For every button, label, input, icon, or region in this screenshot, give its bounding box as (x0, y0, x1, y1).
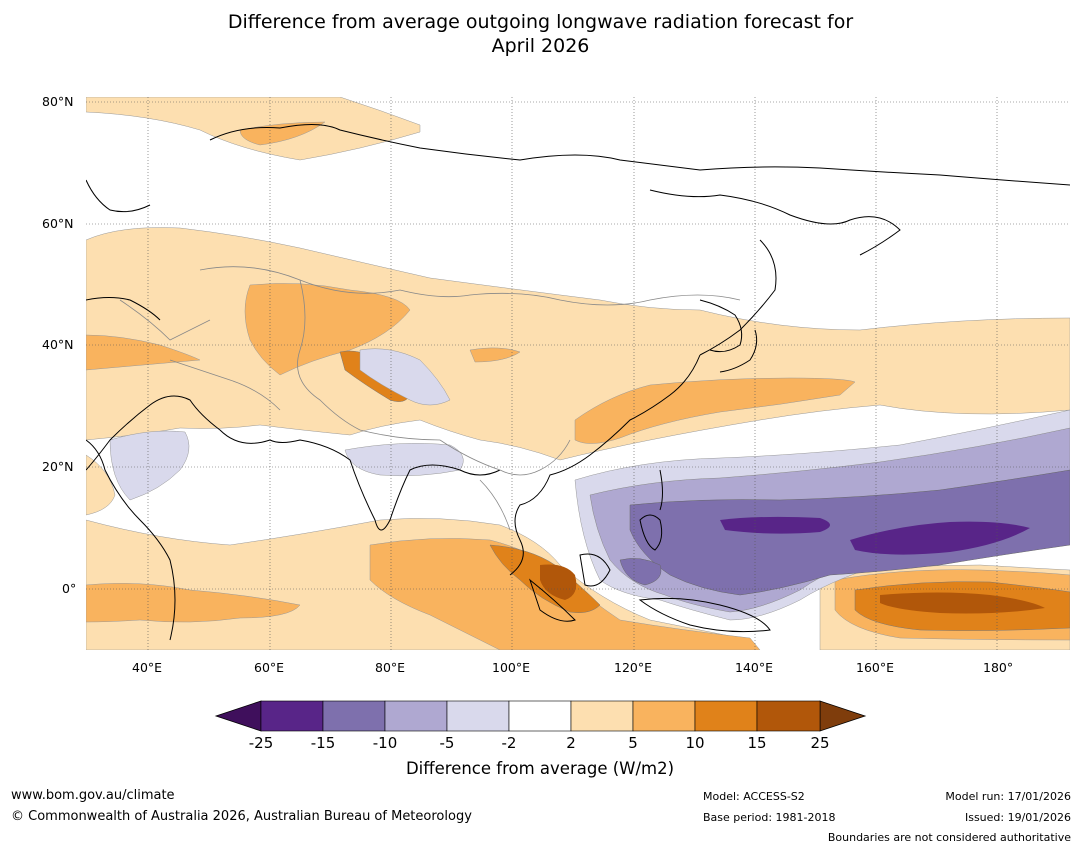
model-name: Model: ACCESS-S2 (703, 790, 805, 803)
copyright-text: © Commonwealth of Australia 2026, Austra… (11, 809, 472, 824)
boundaries-disclaimer: Boundaries are not considered authoritat… (827, 831, 1071, 844)
y-tick-60n: 60°N (42, 216, 74, 231)
anomaly-regions-negative-strong (619, 469, 1070, 596)
map-title: Difference from average outgoing longwav… (0, 10, 1081, 58)
y-tick-20n: 20°N (42, 459, 74, 474)
colorbar-extend-high (819, 700, 867, 732)
colorbar-bin-neutral (508, 700, 572, 732)
y-tick-0: 0° (62, 581, 77, 596)
colorbar-tick: -10 (372, 734, 398, 752)
x-tick-40e: 40°E (132, 660, 163, 675)
y-tick-40n: 40°N (42, 337, 74, 352)
country-borders (119, 266, 741, 531)
x-tick-80e: 80°E (375, 660, 406, 675)
map-plot (86, 97, 1070, 650)
anomaly-regions-positive-very-strong (540, 564, 1045, 614)
colorbar (214, 700, 867, 732)
colorbar-bin-5-10 (632, 700, 696, 732)
colorbar-tick: -2 (501, 734, 517, 752)
colorbar-bin-neg5-neg10 (384, 700, 448, 732)
colorbar-tick: -5 (439, 734, 455, 752)
x-tick-180: 180° (983, 660, 1014, 675)
colorbar-tick: 25 (810, 734, 830, 752)
website-link[interactable]: www.bom.gov.au/climate (11, 788, 175, 803)
anomaly-regions-negative-very-strong (720, 516, 1030, 555)
colorbar-bin-10-15 (694, 700, 758, 732)
title-line-1: Difference from average outgoing longwav… (227, 11, 854, 33)
colorbar-tick: -25 (248, 734, 274, 752)
coastlines (86, 124, 1070, 641)
colorbar-bin-2-5 (570, 700, 634, 732)
issued-date: Issued: 19/01/2026 (964, 811, 1071, 824)
colorbar-tick: 10 (685, 734, 705, 752)
map-gridlines (86, 97, 1070, 650)
x-tick-100e: 100°E (492, 660, 531, 675)
model-run-date: Model run: 17/01/2026 (945, 790, 1071, 803)
colorbar-bin-neg2-neg5 (446, 700, 510, 732)
colorbar-tick: 15 (747, 734, 767, 752)
colorbar-tick: -15 (310, 734, 336, 752)
colorbar-tick: 5 (628, 734, 638, 752)
y-tick-80n: 80°N (42, 94, 74, 109)
colorbar-bin-neg15-neg25 (260, 700, 324, 732)
colorbar-bin-15-25 (756, 700, 821, 732)
x-tick-60e: 60°E (254, 660, 285, 675)
colorbar-extend-low (214, 700, 262, 732)
colorbar-title: Difference from average (W/m2) (405, 759, 675, 778)
base-period: Base period: 1981-2018 (703, 811, 836, 824)
title-line-2: April 2026 (491, 35, 590, 57)
x-tick-120e: 120°E (614, 660, 653, 675)
colorbar-tick: 2 (566, 734, 576, 752)
x-tick-140e: 140°E (735, 660, 774, 675)
x-tick-160e: 160°E (856, 660, 895, 675)
colorbar-bin-neg10-neg15 (322, 700, 386, 732)
